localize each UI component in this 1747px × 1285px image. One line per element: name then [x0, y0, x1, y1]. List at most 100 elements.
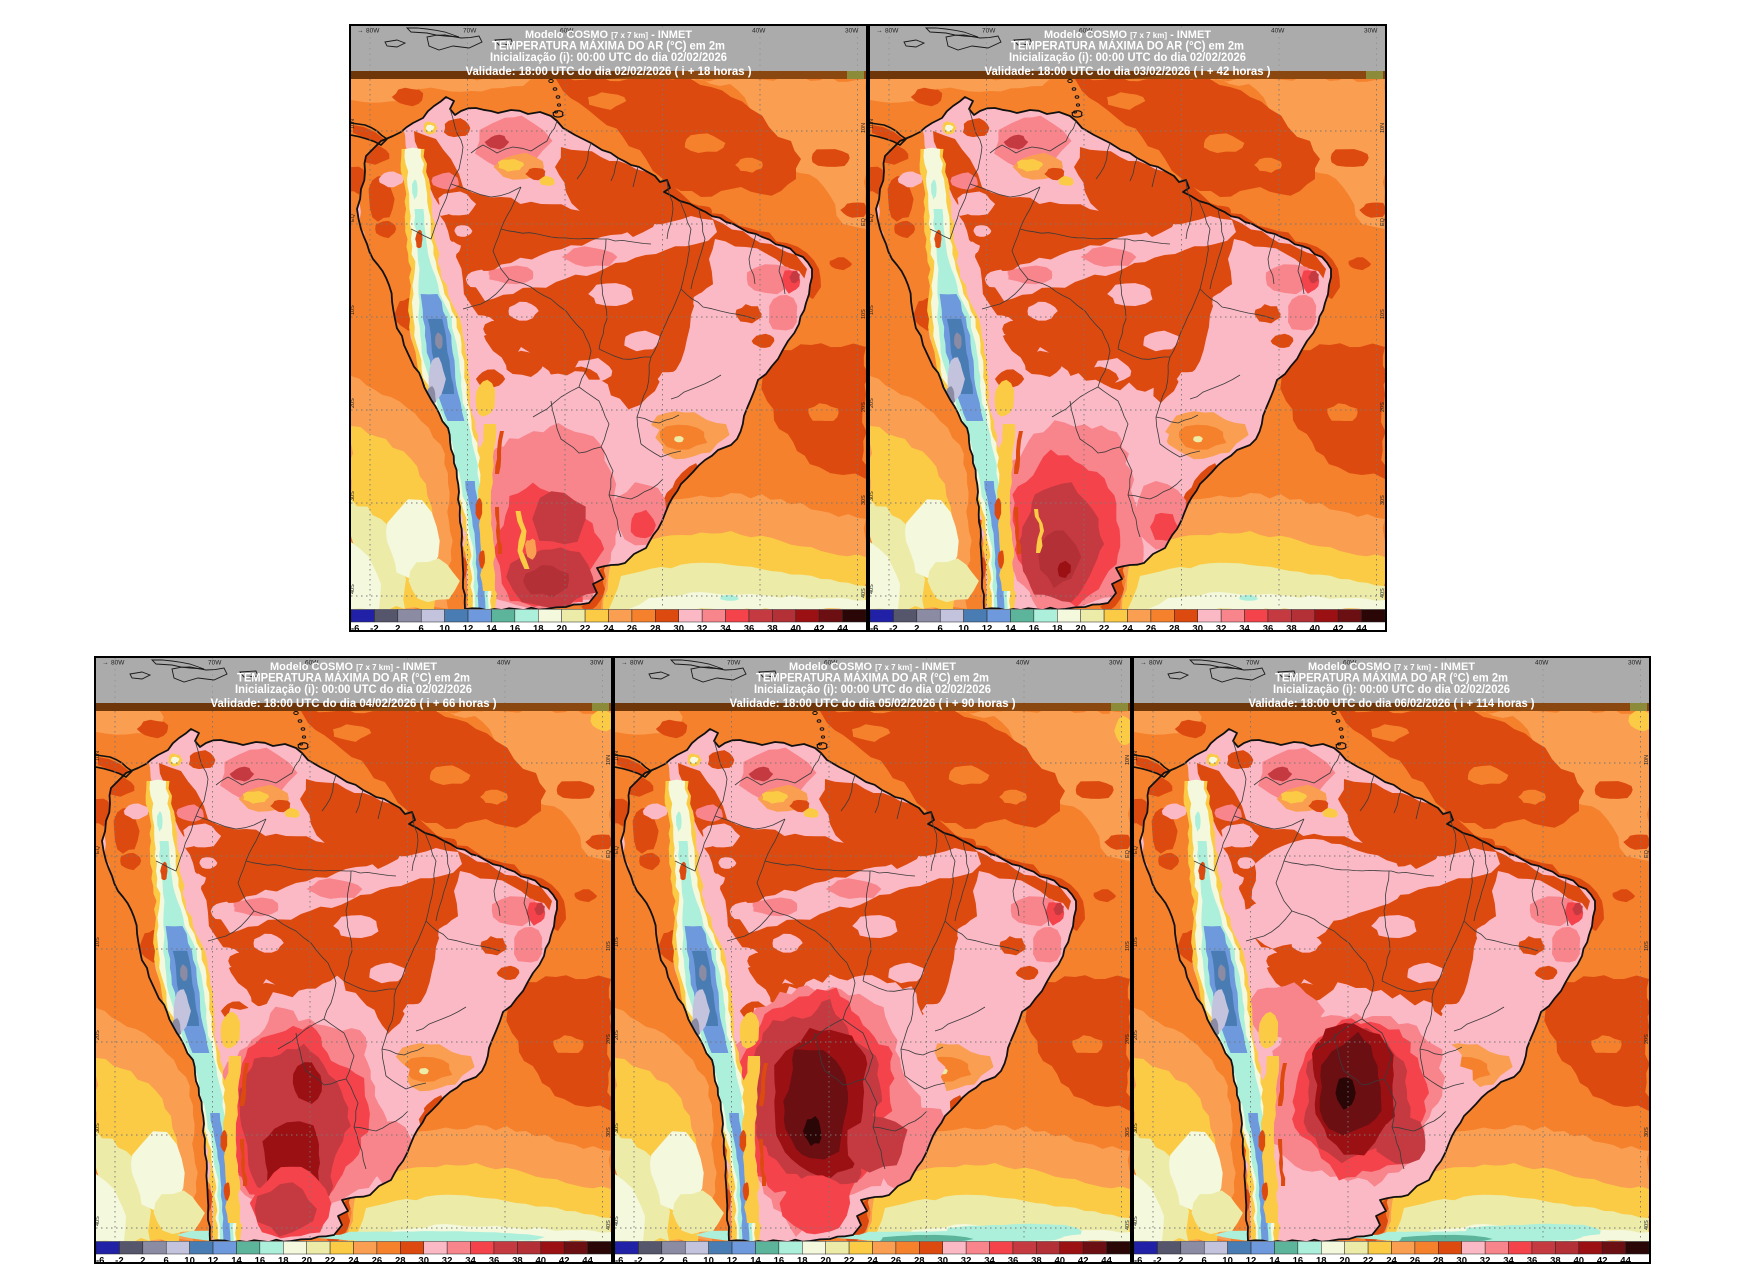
svg-text:16: 16 — [1029, 624, 1040, 633]
svg-text:-6: -6 — [351, 624, 359, 633]
svg-text:30S: 30S — [1644, 1127, 1650, 1137]
svg-text:30S: 30S — [1125, 1127, 1131, 1137]
svg-text:40W: 40W — [752, 28, 766, 35]
svg-text:10S: 10S — [606, 941, 612, 951]
svg-text:40W: 40W — [1016, 660, 1030, 667]
svg-text:12: 12 — [982, 624, 993, 633]
svg-text:36: 36 — [1008, 1256, 1019, 1265]
svg-text:42: 42 — [814, 624, 825, 633]
svg-text:10N: 10N — [1644, 755, 1650, 765]
svg-text:EQ: EQ — [861, 217, 867, 226]
svg-text:2: 2 — [140, 1256, 145, 1265]
svg-text:60W: 60W — [1079, 28, 1093, 35]
svg-text:30S: 30S — [869, 491, 875, 501]
svg-text:Inicialização (i): 00:00 UTC d: Inicialização (i): 00:00 UTC do dia 02/0… — [235, 684, 472, 696]
svg-text:10S: 10S — [1133, 937, 1139, 947]
svg-text:70W: 70W — [208, 660, 222, 667]
svg-text:30: 30 — [673, 624, 684, 633]
svg-text:32: 32 — [442, 1256, 453, 1265]
svg-text:36: 36 — [489, 1256, 500, 1265]
svg-text:18: 18 — [1316, 1256, 1327, 1265]
svg-text:30S: 30S — [350, 491, 356, 501]
svg-text:10: 10 — [184, 1256, 195, 1265]
svg-text:32: 32 — [1480, 1256, 1491, 1265]
svg-text:60W: 60W — [824, 660, 838, 667]
svg-text:12: 12 — [463, 624, 474, 633]
svg-text:70W: 70W — [982, 28, 996, 35]
svg-text:42: 42 — [1597, 1256, 1608, 1265]
svg-text:Modelo COSMO [7 x 7 km] - INME: Modelo COSMO [7 x 7 km] - INMET — [270, 661, 437, 673]
svg-text:18: 18 — [278, 1256, 289, 1265]
svg-text:40S: 40S — [1125, 1220, 1131, 1230]
svg-text:10N: 10N — [1133, 751, 1139, 761]
svg-text:40S: 40S — [1380, 588, 1386, 598]
svg-text:30S: 30S — [95, 1123, 101, 1133]
svg-text:22: 22 — [844, 1256, 855, 1265]
svg-text:26: 26 — [372, 1256, 383, 1265]
svg-text:40S: 40S — [861, 588, 867, 598]
svg-text:24: 24 — [1122, 624, 1133, 633]
svg-text:30: 30 — [1456, 1256, 1467, 1265]
svg-text:-2: -2 — [889, 624, 897, 633]
svg-text:20: 20 — [556, 624, 567, 633]
svg-text:40S: 40S — [1644, 1220, 1650, 1230]
svg-text:EQ: EQ — [606, 849, 612, 858]
svg-text:34: 34 — [720, 624, 731, 633]
svg-text:44: 44 — [1356, 624, 1367, 633]
svg-text:34: 34 — [465, 1256, 476, 1265]
svg-text:44: 44 — [582, 1256, 593, 1265]
svg-text:60W: 60W — [560, 28, 574, 35]
svg-text:40S: 40S — [1133, 1216, 1139, 1226]
svg-text:28: 28 — [395, 1256, 406, 1265]
svg-text:32: 32 — [697, 624, 708, 633]
svg-text:EQ: EQ — [869, 213, 875, 222]
svg-text:38: 38 — [512, 1256, 523, 1265]
svg-text:20S: 20S — [614, 1030, 620, 1040]
svg-text:10S: 10S — [95, 937, 101, 947]
svg-text:30W: 30W — [1109, 660, 1123, 667]
svg-text:24: 24 — [867, 1256, 878, 1265]
svg-text:30S: 30S — [606, 1127, 612, 1137]
svg-text:36: 36 — [1527, 1256, 1538, 1265]
svg-text:18: 18 — [533, 624, 544, 633]
svg-text:40S: 40S — [95, 1216, 101, 1226]
svg-text:10N: 10N — [869, 119, 875, 129]
svg-text:30W: 30W — [590, 660, 604, 667]
svg-text:22: 22 — [1099, 624, 1110, 633]
svg-text:14: 14 — [486, 624, 497, 633]
svg-text:10S: 10S — [1380, 309, 1386, 319]
svg-text:30: 30 — [937, 1256, 948, 1265]
svg-text:10N: 10N — [606, 755, 612, 765]
svg-text:6: 6 — [938, 624, 943, 633]
svg-text:42: 42 — [1078, 1256, 1089, 1265]
svg-text:20S: 20S — [861, 402, 867, 412]
svg-text:Inicialização (i): 00:00 UTC d: Inicialização (i): 00:00 UTC do dia 02/0… — [490, 52, 727, 64]
svg-text:20: 20 — [301, 1256, 312, 1265]
svg-text:2: 2 — [1178, 1256, 1183, 1265]
svg-text:24: 24 — [603, 624, 614, 633]
svg-text:20S: 20S — [1133, 1030, 1139, 1040]
svg-text:-6: -6 — [96, 1256, 104, 1265]
svg-text:44: 44 — [837, 624, 848, 633]
svg-text:80W: 80W — [1149, 660, 1163, 667]
svg-text:28: 28 — [1169, 624, 1180, 633]
svg-text:10S: 10S — [350, 305, 356, 315]
svg-text:28: 28 — [650, 624, 661, 633]
svg-text:10N: 10N — [350, 119, 356, 129]
svg-text:80W: 80W — [111, 660, 125, 667]
svg-text:20S: 20S — [1380, 402, 1386, 412]
svg-text:14: 14 — [1005, 624, 1016, 633]
svg-text:10S: 10S — [614, 937, 620, 947]
svg-text:20: 20 — [1339, 1256, 1350, 1265]
svg-text:40W: 40W — [1271, 28, 1285, 35]
svg-text:42: 42 — [1333, 624, 1344, 633]
svg-text:2: 2 — [395, 624, 400, 633]
svg-text:28: 28 — [914, 1256, 925, 1265]
svg-text:26: 26 — [1410, 1256, 1421, 1265]
svg-text:EQ: EQ — [95, 845, 101, 854]
svg-text:34: 34 — [984, 1256, 995, 1265]
svg-text:80W: 80W — [366, 28, 380, 35]
svg-text:Inicialização (i): 00:00 UTC d: Inicialização (i): 00:00 UTC do dia 02/0… — [1009, 52, 1246, 64]
svg-text:40S: 40S — [350, 584, 356, 594]
svg-text:42: 42 — [559, 1256, 570, 1265]
